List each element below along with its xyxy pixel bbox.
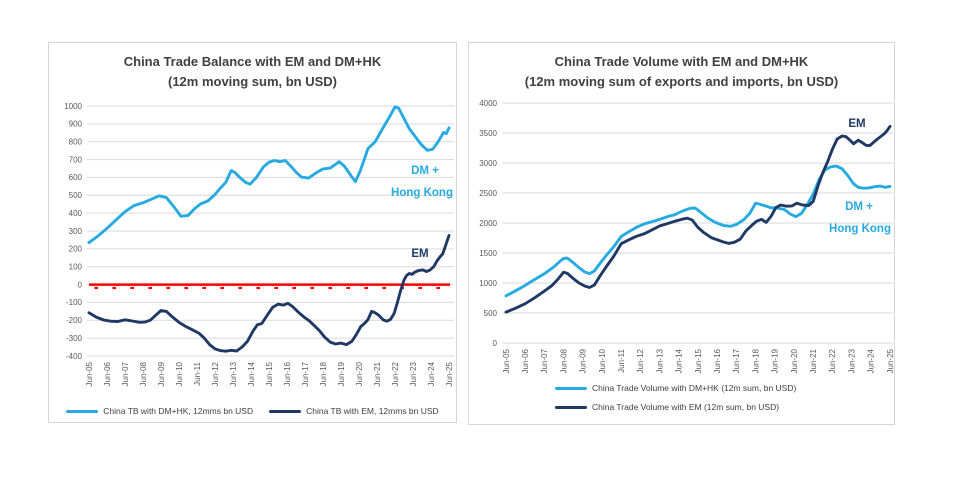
svg-text:Jun-11: Jun-11 xyxy=(617,348,626,372)
svg-text:400: 400 xyxy=(69,209,83,218)
svg-text:Jun-06: Jun-06 xyxy=(103,361,112,386)
svg-text:-400: -400 xyxy=(66,352,83,361)
svg-text:2500: 2500 xyxy=(479,189,497,198)
svg-text:Jun-16: Jun-16 xyxy=(283,361,292,386)
trade-balance-chart-panel: -400 -300 -200 -100 0 100 200 300 400 500 600 700 80… xyxy=(48,42,457,423)
svg-text:-100: -100 xyxy=(66,298,83,307)
chart-title-line1: China Trade Volume with EM and DM+HK xyxy=(554,54,809,69)
svg-text:900: 900 xyxy=(69,120,83,129)
svg-text:100: 100 xyxy=(69,263,83,272)
svg-text:1000: 1000 xyxy=(64,102,82,111)
svg-text:800: 800 xyxy=(69,138,83,147)
svg-text:1500: 1500 xyxy=(479,249,497,258)
svg-text:Jun-11: Jun-11 xyxy=(193,361,202,385)
svg-text:Jun-14: Jun-14 xyxy=(247,361,256,386)
legend-item-em-vol: China Trade Volume with EM (12m sum, bn … xyxy=(555,402,779,412)
legend-right: China Trade Volume with DM+HK (12m sum, … xyxy=(555,383,796,421)
svg-text:700: 700 xyxy=(69,155,83,164)
svg-text:Jun-20: Jun-20 xyxy=(790,348,799,373)
svg-text:Jun-18: Jun-18 xyxy=(751,348,760,373)
svg-text:Jun-17: Jun-17 xyxy=(301,361,310,386)
trade-balance-chart: -400 -300 -200 -100 0 100 200 300 400 500 600 700 80… xyxy=(64,102,454,386)
svg-text:Jun-21: Jun-21 xyxy=(373,361,382,386)
svg-text:Jun-08: Jun-08 xyxy=(139,361,148,386)
svg-text:Jun-05: Jun-05 xyxy=(502,348,511,373)
svg-text:-200: -200 xyxy=(66,316,83,325)
svg-text:Jun-18: Jun-18 xyxy=(319,361,328,386)
svg-text:Hong Kong: Hong Kong xyxy=(829,223,891,235)
svg-text:Jun-25: Jun-25 xyxy=(886,348,895,373)
svg-text:0: 0 xyxy=(493,339,498,348)
svg-text:Jun-24: Jun-24 xyxy=(427,361,436,386)
svg-text:Jun-05: Jun-05 xyxy=(85,361,94,386)
legend-label-dmhk-tb: China TB with DM+HK, 12mms bn USD xyxy=(103,406,254,416)
svg-text:Jun-22: Jun-22 xyxy=(828,348,837,373)
svg-text:Jun-22: Jun-22 xyxy=(391,361,400,386)
svg-text:Jun-13: Jun-13 xyxy=(229,361,238,386)
legend-swatch-dmhk-vol xyxy=(555,386,587,390)
legend-item-dmhk-tb: China TB with DM+HK, 12mms bn USD xyxy=(66,406,253,416)
legend-left: China TB with DM+HK, 12mms bn USD China … xyxy=(49,406,456,416)
svg-text:600: 600 xyxy=(69,173,83,182)
trade-volume-chart-panel: 0 500 1000 1500 2000 2500 3000 3500 4000 Jun-05 Ju… xyxy=(468,42,895,425)
svg-text:Jun-07: Jun-07 xyxy=(121,361,130,386)
svg-text:Jun-12: Jun-12 xyxy=(211,361,220,386)
svg-text:200: 200 xyxy=(69,245,83,254)
svg-text:Jun-17: Jun-17 xyxy=(732,348,741,373)
chart-title-line2: (12m moving sum, bn USD) xyxy=(167,74,338,89)
legend-item-em-tb: China TB with EM, 12mms bn USD xyxy=(269,406,439,416)
svg-text:1000: 1000 xyxy=(479,279,497,288)
svg-text:0: 0 xyxy=(78,280,83,289)
svg-text:Jun-24: Jun-24 xyxy=(867,348,876,373)
legend-label-em-vol: China Trade Volume with EM (12m sum, bn … xyxy=(592,402,780,412)
svg-text:Jun-23: Jun-23 xyxy=(409,361,418,386)
svg-text:Jun-23: Jun-23 xyxy=(847,348,856,373)
svg-text:3500: 3500 xyxy=(479,129,497,138)
svg-text:500: 500 xyxy=(69,191,83,200)
trade-volume-chart: 0 500 1000 1500 2000 2500 3000 3500 4000 Jun-05 Ju… xyxy=(479,99,895,374)
svg-text:300: 300 xyxy=(69,227,83,236)
svg-text:Hong Kong: Hong Kong xyxy=(391,187,453,199)
svg-text:Jun-08: Jun-08 xyxy=(559,348,568,373)
svg-text:DM +: DM + xyxy=(411,165,439,177)
svg-text:Jun-16: Jun-16 xyxy=(713,348,722,373)
svg-text:4000: 4000 xyxy=(479,99,497,108)
svg-text:Jun-15: Jun-15 xyxy=(694,348,703,373)
chart-title-left: China Trade Balance with EM and DM+HK (1… xyxy=(49,52,456,92)
chart-title-line1: China Trade Balance with EM and DM+HK xyxy=(123,54,382,69)
legend-swatch-dmhk-tb xyxy=(66,409,99,413)
svg-text:Jun-07: Jun-07 xyxy=(540,348,549,373)
svg-text:Jun-25: Jun-25 xyxy=(445,361,454,386)
legend-item-dmhk-vol: China Trade Volume with DM+HK (12m sum, … xyxy=(555,383,796,393)
svg-text:Jun-21: Jun-21 xyxy=(809,348,818,373)
svg-text:3000: 3000 xyxy=(479,159,497,168)
svg-text:Jun-20: Jun-20 xyxy=(355,361,364,386)
svg-text:500: 500 xyxy=(484,309,498,318)
chart-title-line2: (12m moving sum of exports and imports, … xyxy=(524,74,839,89)
svg-text:Jun-19: Jun-19 xyxy=(337,361,346,386)
svg-text:Jun-06: Jun-06 xyxy=(521,348,530,373)
svg-text:Jun-15: Jun-15 xyxy=(265,361,274,386)
svg-text:Jun-09: Jun-09 xyxy=(579,348,588,373)
svg-text:Jun-10: Jun-10 xyxy=(175,361,184,386)
legend-label-dmhk-vol: China Trade Volume with DM+HK (12m sum, … xyxy=(592,383,797,393)
legend-label-em-tb: China TB with EM, 12mms bn USD xyxy=(306,406,439,416)
svg-text:-300: -300 xyxy=(66,334,83,343)
svg-text:EM: EM xyxy=(848,118,865,130)
svg-text:Jun-13: Jun-13 xyxy=(655,348,664,373)
svg-text:Jun-14: Jun-14 xyxy=(675,348,684,373)
svg-text:DM +: DM + xyxy=(845,201,873,213)
chart-title-right: China Trade Volume with EM and DM+HK (12… xyxy=(469,52,894,92)
svg-text:EM: EM xyxy=(411,248,428,260)
svg-text:Jun-10: Jun-10 xyxy=(598,348,607,373)
legend-swatch-em-tb xyxy=(269,409,302,413)
svg-text:2000: 2000 xyxy=(479,219,497,228)
legend-swatch-em-vol xyxy=(555,405,587,409)
svg-text:Jun-12: Jun-12 xyxy=(636,348,645,373)
svg-text:Jun-09: Jun-09 xyxy=(157,361,166,386)
svg-text:Jun-19: Jun-19 xyxy=(771,348,780,373)
